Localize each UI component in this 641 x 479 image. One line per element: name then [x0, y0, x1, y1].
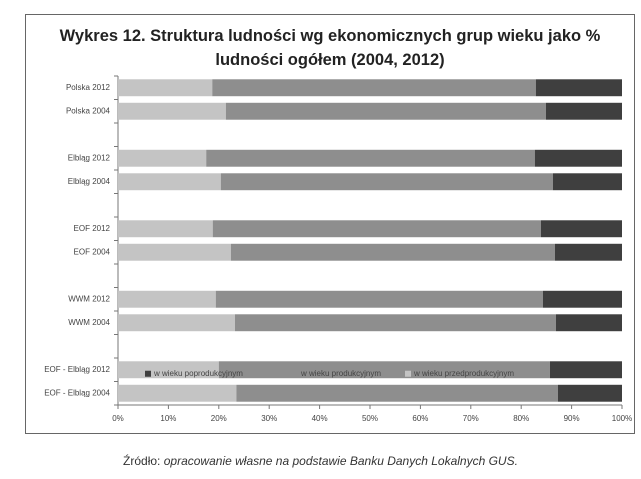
bar-segment: [545, 102, 622, 120]
x-tick-label: 20%: [211, 414, 227, 423]
bar-segment: [218, 361, 550, 379]
legend-label: w wieku produkcyjnym: [300, 369, 381, 378]
x-tick-label: 60%: [412, 414, 428, 423]
x-tick-label: 0%: [112, 414, 124, 423]
bar-segment: [234, 314, 556, 332]
legend-label: w wieku przedprodukcyjnym: [413, 369, 514, 378]
bar-segment: [540, 220, 622, 238]
chart-frame: [25, 14, 635, 434]
bar-segment: [555, 314, 622, 332]
x-tick-label: 70%: [463, 414, 479, 423]
y-tick-label: EOF - Elbląg 2012: [44, 365, 110, 374]
x-tick-label: 90%: [564, 414, 580, 423]
bar-segment: [118, 149, 207, 167]
bar-segment: [534, 149, 622, 167]
bar-segment: [118, 384, 237, 402]
bar-segment: [118, 361, 219, 379]
bar-segment: [225, 102, 546, 120]
y-tick-label: EOF - Elbląg 2004: [44, 388, 110, 397]
bar-segment: [220, 173, 553, 191]
source: Źródło: opracowanie własne na podstawie …: [0, 454, 641, 468]
x-tick-label: 10%: [160, 414, 176, 423]
chart-title: Wykres 12. Struktura ludności wg ekonomi…: [59, 27, 601, 69]
legend-swatch: [405, 370, 411, 377]
bar-segment: [118, 102, 226, 120]
y-tick-label: WWM 2004: [68, 318, 110, 327]
bar-segment: [557, 384, 622, 402]
bar-segment: [542, 290, 622, 308]
bar-segment: [552, 173, 622, 191]
bar-segment: [212, 79, 536, 97]
bar-segment: [118, 290, 216, 308]
x-tick-label: 30%: [261, 414, 277, 423]
bar-segment: [535, 79, 622, 97]
y-tick-label: Elbląg 2012: [68, 153, 111, 162]
bar-segment: [118, 79, 213, 97]
y-tick-label: Elbląg 2004: [68, 177, 111, 186]
bar-segment: [230, 243, 555, 261]
bar-segment: [118, 243, 231, 261]
bar-segment: [212, 220, 541, 238]
y-tick-label: WWM 2012: [68, 294, 110, 303]
legend-label: w wieku poprodukcyjnym: [153, 369, 243, 378]
x-tick-label: 80%: [513, 414, 529, 423]
bar-segment: [215, 290, 543, 308]
y-tick-label: Polska 2012: [66, 83, 111, 92]
y-tick-label: EOF 2012: [74, 224, 111, 233]
x-tick-label: 50%: [362, 414, 378, 423]
bar-segment: [549, 361, 622, 379]
bar-segment: [118, 173, 221, 191]
x-tick-label: 40%: [312, 414, 328, 423]
legend-swatch: [145, 370, 151, 377]
x-tick-label: 100%: [612, 414, 632, 423]
bar-segment: [118, 314, 235, 332]
bar-segment: [118, 220, 213, 238]
y-tick-label: EOF 2004: [74, 247, 111, 256]
source-label: Źródło:: [123, 454, 161, 468]
y-tick-label: Polska 2004: [66, 106, 111, 115]
bar-segment: [554, 243, 622, 261]
bar-segment: [206, 149, 535, 167]
legend-swatch: [292, 370, 298, 377]
bar-segment: [236, 384, 558, 402]
source-text: opracowanie własne na podstawie Banku Da…: [163, 454, 518, 468]
